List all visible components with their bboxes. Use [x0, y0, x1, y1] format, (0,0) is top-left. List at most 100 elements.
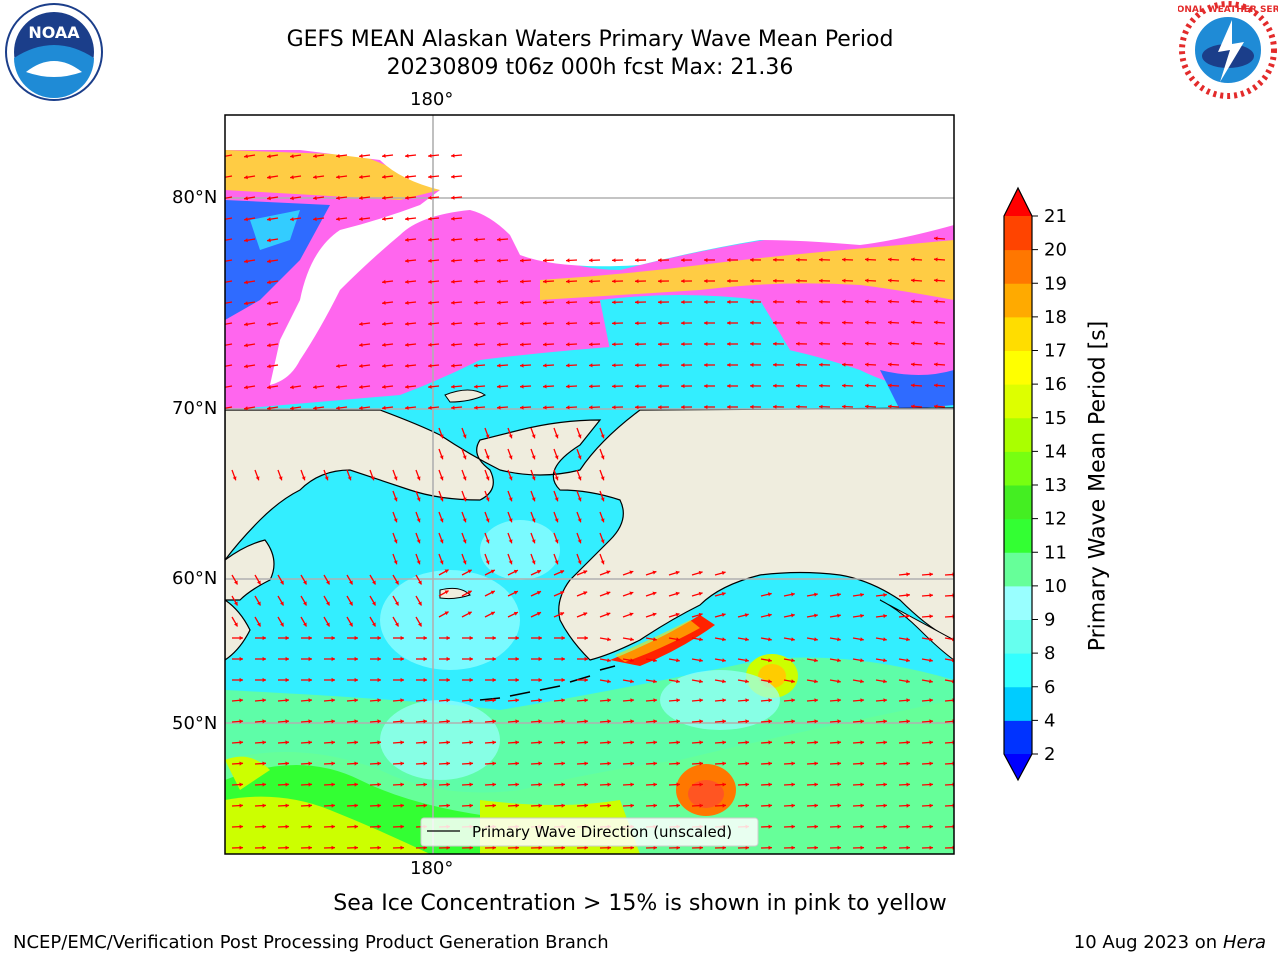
wave-arrow [944, 594, 954, 597]
wave-arrow-head [428, 174, 432, 179]
wave-arrow-head [490, 611, 495, 616]
wave-arrow-head [474, 405, 478, 410]
wave-arrow-head [444, 611, 449, 616]
wave-arrow-head [630, 658, 634, 663]
colorbar-tick-label: 18 [1044, 307, 1067, 328]
wave-arrow-head [405, 384, 409, 389]
wave-arrow-head [239, 740, 243, 745]
wave-arrow-head [239, 719, 243, 724]
wave-arrow-head [382, 153, 386, 158]
wave-arrow-head [750, 257, 754, 262]
wave-arrow-head [239, 761, 243, 766]
wave-arrow-head [308, 740, 312, 745]
caption: Sea Ice Concentration > 15% is shown in … [333, 891, 947, 916]
wave-arrow-head [469, 740, 473, 745]
wave-arrow-head [347, 476, 352, 481]
wave-arrow-head [285, 656, 289, 662]
wave-arrow-head [538, 656, 542, 662]
wave-arrow-head [791, 679, 795, 684]
footer-host: Hera [1222, 932, 1266, 953]
wave-arrow-head [675, 612, 680, 617]
wave-arrow-head [612, 384, 616, 389]
wave-arrow-head [768, 824, 772, 829]
colorbar-segment [1004, 249, 1032, 284]
wave-arrow-head [377, 677, 381, 683]
wave-arrow-head [462, 434, 467, 439]
wave-arrow-head [929, 593, 933, 598]
wave-arrow-head [497, 279, 501, 284]
wave-arrow-head [888, 257, 892, 262]
lat-label-50: 50°N [172, 713, 218, 734]
wave-arrow-head [520, 321, 524, 326]
wave-arrow-head [451, 405, 455, 410]
wave-arrow-head [451, 258, 455, 263]
wave-arrow-head [630, 719, 634, 724]
wave-arrow-head [257, 580, 261, 585]
colorbar-segment [1004, 350, 1032, 385]
wave-arrow-head [906, 845, 910, 850]
wave-arrow-head [262, 761, 266, 766]
wave-arrow-head [543, 342, 547, 347]
wave-arrow-head [400, 761, 404, 766]
wave-arrow-head [653, 658, 657, 663]
wave-arrow-head [722, 658, 726, 663]
colorbar-segment [1004, 686, 1032, 721]
wave-arrow-head [439, 434, 444, 439]
wave-arrow-head [773, 341, 777, 346]
wave-arrow-head [837, 740, 841, 745]
wave-arrow-head [359, 153, 363, 158]
wave-arrow-head [349, 601, 353, 606]
wave-arrow-head [428, 405, 432, 410]
wave-arrow-head [681, 300, 685, 305]
svg-text:NOAA: NOAA [28, 23, 80, 42]
wave-arrow-head [906, 782, 910, 787]
nws-logo: NATIONAL WEATHER SERVICE [1178, 1, 1278, 99]
wave-arrow-head [234, 622, 238, 627]
wave-arrow-head [400, 782, 404, 787]
wave-arrow-head [490, 569, 495, 574]
wave-arrow-head [704, 300, 708, 305]
wave-arrow-head [474, 342, 478, 347]
wave-arrow-head [377, 740, 381, 745]
lat-label-70: 70°N [172, 398, 218, 419]
wave-arrow-head [255, 476, 260, 481]
wave-arrow-head [929, 824, 933, 829]
wave-arrow-head [814, 658, 818, 663]
wave-arrow-head [382, 216, 386, 221]
wave-arrow-head [658, 342, 662, 347]
wave-arrow-head [474, 300, 478, 305]
wave-arrow-head [416, 518, 421, 523]
wave-arrow-head [584, 698, 588, 703]
wave-arrow-head [405, 153, 409, 158]
wave-arrow-head [906, 824, 910, 829]
wave-arrow-head [865, 383, 869, 388]
arrow-legend: Primary Wave Direction (unscaled) [420, 817, 759, 847]
wave-arrow-head [490, 590, 495, 595]
wave-arrow-head [791, 719, 795, 724]
wave-arrow-head [906, 803, 910, 808]
wave-arrow-head [377, 698, 381, 703]
wave-arrow-head [791, 613, 795, 618]
colorbar-under-arrow [1004, 754, 1032, 780]
sea-ice-yellow-band [540, 240, 954, 300]
wave-arrow-head [727, 404, 731, 409]
wave-arrow-head [589, 384, 593, 389]
wave-arrow-head [837, 679, 841, 684]
wave-arrow-head [543, 405, 547, 410]
wave-arrow-head [331, 824, 335, 829]
wave-arrow-head [819, 362, 823, 367]
wave-arrow-head [745, 740, 749, 745]
wave-arrow-head [600, 455, 605, 460]
wave-arrow-head [244, 238, 248, 243]
colorbar-segment [1004, 417, 1032, 452]
wave-arrow-head [704, 384, 708, 389]
wave-arrow-head [262, 824, 266, 829]
wave-arrow-head [589, 258, 593, 263]
wave-arrow-head [837, 824, 841, 829]
wave-arrow-head [467, 590, 472, 595]
wave-arrow-head [446, 803, 450, 808]
wave-arrow-head [837, 719, 841, 724]
wave-arrow-head [860, 637, 864, 642]
wave-arrow-head [911, 362, 915, 367]
wave-arrow-head [267, 238, 271, 243]
